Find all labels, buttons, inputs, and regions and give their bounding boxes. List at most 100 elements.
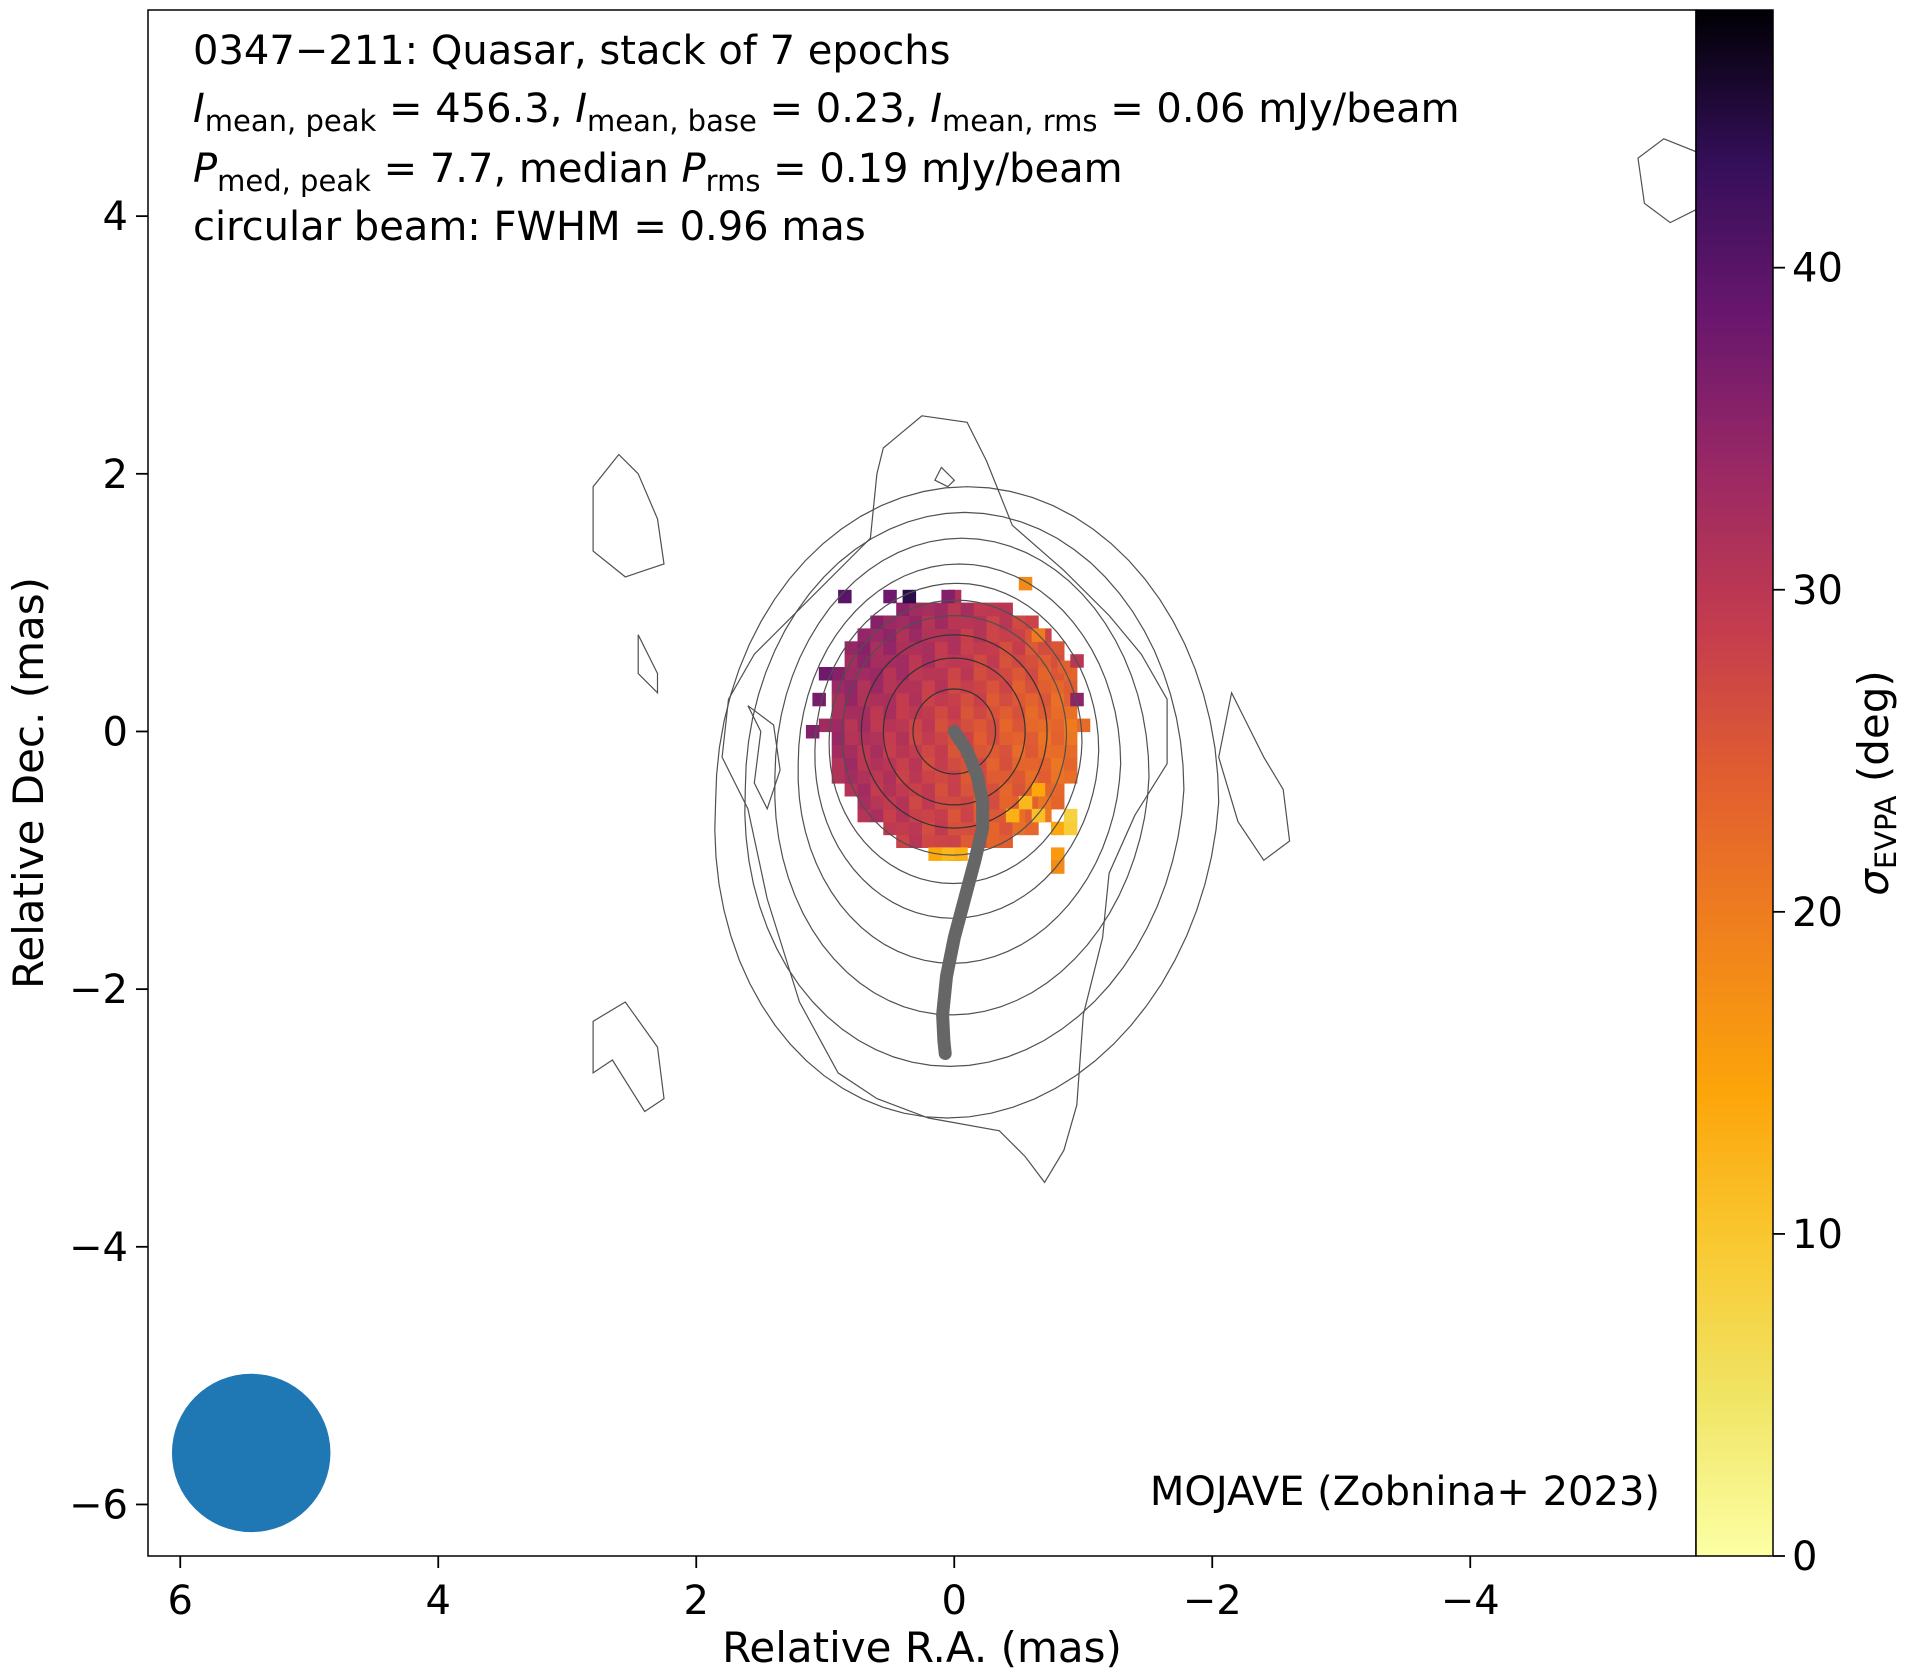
annotation-fragment: mean, base [587,104,757,138]
heatmap-cell [986,795,1000,810]
heatmap-cell [960,705,975,720]
contour-island [1637,138,1696,224]
heatmap-cell [986,692,1000,707]
colorbar-tick-label: 10 [1792,1212,1843,1258]
heatmap-cell [857,783,871,797]
heatmap-cell [999,757,1013,771]
heatmap-cell [1051,770,1065,784]
heatmap-cell [857,705,871,720]
heatmap-cell [1063,770,1078,784]
beam-marker [171,1373,331,1533]
heatmap-cell [999,679,1013,694]
heatmap-cell [857,808,871,823]
annotation-fragment: = 0.19 mJy/beam [760,146,1122,192]
annotation-fragment: I [575,86,587,132]
heatmap-cell [883,628,897,642]
x-axis: 6 4 2 0 −2 −4 [168,1556,1500,1624]
heatmap-cell [934,718,949,733]
heatmap-cell [883,679,897,694]
contour-outer [721,415,1168,1184]
x-tick-label: −4 [1441,1578,1500,1624]
heatmap-cell [934,834,949,848]
heatmap-cell [844,667,859,681]
heatmap-cell [1051,731,1065,745]
heatmap-cell [960,692,975,707]
heatmap-cell [1025,731,1039,745]
heatmap-cell [1005,808,1020,823]
contour-level [912,688,997,775]
heatmap-cell [999,615,1013,629]
heatmap-cell [960,718,975,733]
heatmap-cell [947,692,962,707]
y-tick-label: −6 [69,1482,128,1528]
x-tick-label: 2 [684,1578,709,1624]
heatmap-cell [973,602,988,617]
contour-island [1218,690,1291,862]
heatmap-cell [870,692,884,707]
annotation-fragment: = 456.3, [376,86,575,132]
annotation-fragment: I [193,86,205,132]
heatmap-cell [1063,821,1078,836]
heatmap-cell [1063,757,1078,771]
heatmap-cell [1076,718,1091,733]
heatmap-cell [922,602,936,617]
heatmap-cell [999,641,1013,655]
colorbar-tick-label: 0 [1792,1534,1817,1580]
heatmap-cell [1038,692,1052,707]
heatmap-cell [1012,692,1026,707]
heatmap-cell [909,783,923,797]
heatmap-cell [896,834,910,848]
heatmap-cell [999,628,1013,642]
heatmap-cell [857,679,871,694]
heatmap-cell [947,705,962,720]
heatmap-cell [973,641,988,655]
heatmap-cell [1038,641,1052,655]
heatmap-cell [1051,744,1065,758]
colorbar-label-symbol: σ [1849,868,1898,896]
annotation-fragment: = 7.7, median [371,146,682,192]
heatmap-cell [934,602,949,617]
heatmap-cell [909,795,923,810]
x-tick-label: −2 [1183,1578,1242,1624]
colorbar-label-unit: (deg) [1849,670,1898,795]
colorbar-tick-label: 40 [1792,246,1843,292]
heatmap-cell [1063,744,1078,758]
heatmap-cell [1012,744,1026,758]
heatmap-cell [922,641,936,655]
heatmap-cell [986,641,1000,655]
heatmap-cell [896,654,910,668]
heatmap-cell [844,641,859,655]
heatmap-cell [973,718,988,733]
contour-level [797,563,1122,965]
heatmap-cell [1012,770,1026,784]
heatmap-cell [960,628,975,642]
heatmap-cell [909,821,923,836]
contour-island [592,1001,665,1113]
heatmap-cell [857,770,871,784]
heatmap-cell [883,808,897,823]
heatmap-cell [986,834,1000,848]
contour-level [744,511,1185,1068]
heatmap-cell [1051,705,1065,720]
heatmap-cell [986,808,1000,823]
heatmap-cell [1038,757,1052,771]
heatmap-cell [909,757,923,771]
heatmap-cell [960,795,975,810]
heatmap-cell [896,718,910,733]
heatmap-cell [909,692,923,707]
heatmap-cell [909,628,923,642]
heatmap-cell [1063,705,1078,720]
colorbar-tick-label: 20 [1792,890,1843,936]
heatmap-cell [896,731,910,745]
heatmap-cell [928,847,942,861]
heatmap-cell [922,783,936,797]
heatmap-cell [1038,770,1052,784]
annotation-fragment: P [682,146,707,192]
heatmap-cell [857,744,871,758]
heatmap-cell [909,808,923,823]
sigma-evpa-map [805,576,1091,874]
heatmap-cell [883,731,897,745]
heatmap-cell [973,731,988,745]
annotation-fragment: = 0.23, [757,86,930,132]
y-tick-label: 0 [103,709,128,755]
